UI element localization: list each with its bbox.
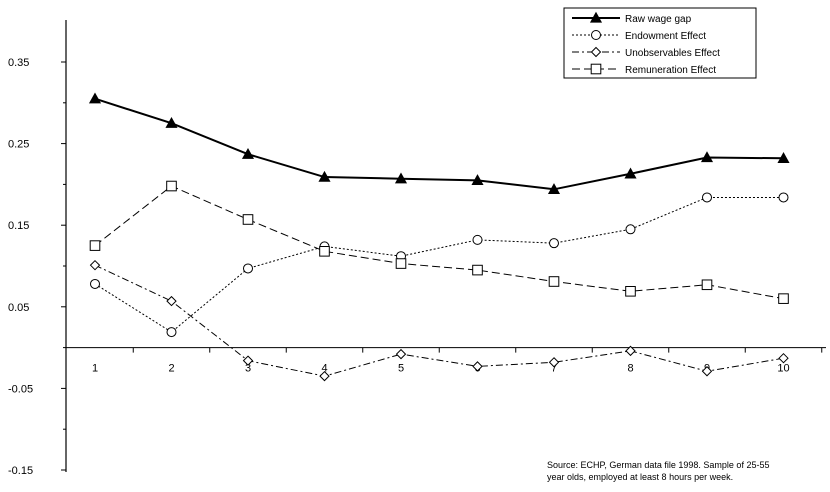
- legend-marker-remuneration-effect: [590, 63, 602, 75]
- legend-marker-raw-wage-gap: [589, 11, 603, 23]
- x-tick-label: 4: [321, 363, 327, 375]
- data-point-unobservables-effect: [319, 370, 330, 382]
- source-note-line-2: year olds, employed at least 8 hours per…: [547, 472, 733, 482]
- data-point-remuneration-effect: [395, 258, 407, 269]
- data-point-endowment-effect: [472, 234, 483, 245]
- data-point-endowment-effect: [702, 192, 712, 203]
- data-point-remuneration-effect: [89, 240, 101, 251]
- data-point-remuneration-effect: [319, 246, 330, 257]
- y-tick-label: 0.35: [8, 57, 29, 69]
- series-raw-wage-gap: [88, 92, 790, 194]
- legend-label-remuneration-effect: Remuneration Effect: [625, 65, 716, 76]
- data-point-remuneration-effect: [625, 285, 636, 297]
- y-tick-label: 0.05: [8, 302, 29, 314]
- x-tick-label: 8: [627, 363, 633, 375]
- data-point-raw-wage-gap: [318, 170, 331, 182]
- data-point-unobservables-effect: [778, 353, 789, 364]
- y-tick-label: -0.05: [8, 383, 33, 395]
- x-tick-label: 3: [245, 363, 251, 375]
- data-point-endowment-effect: [778, 192, 789, 203]
- y-tick-label: 0.25: [8, 139, 29, 151]
- data-point-remuneration-effect: [778, 293, 789, 304]
- legend-marker-unobservables-effect: [590, 46, 602, 58]
- data-point-unobservables-effect: [242, 355, 254, 366]
- axes: 0.350.250.150.05-0.05-0.1512345678910: [8, 20, 826, 477]
- data-point-endowment-effect: [625, 224, 636, 235]
- series-line-endowment-effect: [94, 196, 784, 333]
- data-point-remuneration-effect: [242, 214, 254, 225]
- data-point-endowment-effect: [549, 238, 559, 249]
- legend-marker-endowment-effect: [591, 30, 601, 40]
- data-point-remuneration-effect: [166, 180, 177, 192]
- data-point-unobservables-effect: [166, 295, 177, 307]
- data-point-raw-wage-gap: [88, 92, 102, 104]
- series-endowment-effect: [90, 192, 789, 338]
- data-point-unobservables-effect: [89, 259, 101, 271]
- data-point-remuneration-effect: [472, 264, 483, 276]
- data-point-unobservables-effect: [395, 348, 407, 360]
- series-remuneration-effect: [89, 180, 789, 304]
- data-point-endowment-effect: [90, 278, 100, 289]
- data-point-remuneration-effect: [701, 279, 713, 291]
- source-note-line-1: Source: ECHP, German data file 1998. Sam…: [547, 460, 769, 470]
- x-tick-label: 1: [92, 363, 98, 375]
- legend: Raw wage gap Endowment Effect Unobservable…: [563, 7, 757, 79]
- source-note: Source: ECHP, German data file 1998. Sam…: [547, 460, 769, 482]
- legend-label-unobservables-effect: Unobservables Effect: [625, 48, 720, 59]
- data-point-raw-wage-gap: [394, 172, 408, 184]
- data-point-raw-wage-gap: [777, 152, 790, 163]
- x-tick-label: 5: [398, 363, 404, 375]
- data-point-raw-wage-gap: [471, 174, 484, 185]
- data-point-endowment-effect: [243, 263, 253, 274]
- y-tick-label: 0.15: [8, 220, 29, 232]
- series-layer: [88, 92, 790, 382]
- data-point-raw-wage-gap: [624, 167, 637, 179]
- series-line-unobservables-effect: [94, 264, 784, 377]
- legend-label-raw-wage-gap: Raw wage gap: [625, 14, 692, 25]
- series-line-raw-wage-gap: [94, 97, 784, 191]
- data-point-unobservables-effect: [472, 361, 483, 372]
- x-tick-label: 7: [551, 363, 557, 375]
- data-point-unobservables-effect: [701, 366, 713, 377]
- data-point-remuneration-effect: [548, 276, 560, 287]
- legend-label-endowment-effect: Endowment Effect: [625, 31, 706, 42]
- data-point-unobservables-effect: [625, 345, 636, 357]
- data-point-endowment-effect: [166, 327, 177, 338]
- data-point-raw-wage-gap: [700, 151, 714, 163]
- series-line-remuneration-effect: [94, 185, 784, 300]
- x-tick-label: 10: [777, 363, 789, 375]
- series-unobservables-effect: [89, 259, 789, 382]
- data-point-unobservables-effect: [548, 357, 560, 368]
- data-point-raw-wage-gap: [241, 147, 255, 159]
- x-tick-label: 2: [168, 363, 174, 375]
- y-tick-label: -0.15: [8, 465, 33, 477]
- data-point-raw-wage-gap: [165, 116, 178, 128]
- data-point-raw-wage-gap: [547, 183, 561, 194]
